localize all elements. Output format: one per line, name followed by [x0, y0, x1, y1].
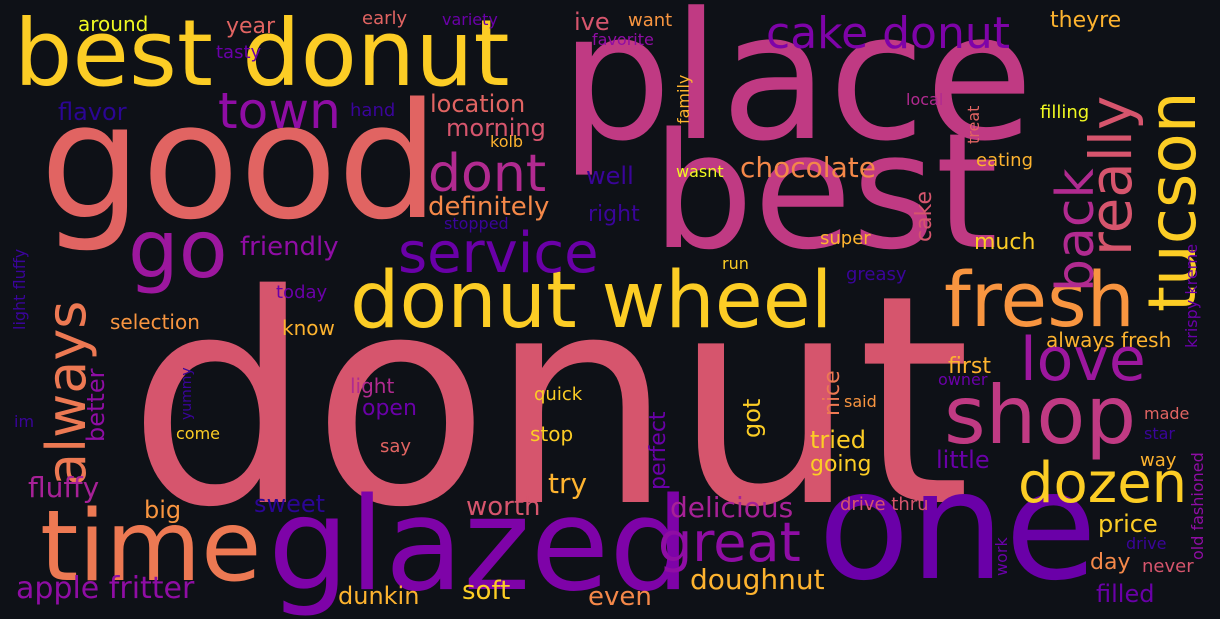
word-owner: owner [938, 370, 988, 389]
word-morning: morning [446, 114, 546, 142]
word-always-fresh: always fresh [1046, 328, 1172, 352]
word-made: made [1144, 404, 1190, 423]
word-best-donut: best donut [14, 0, 510, 107]
word-little: little [936, 446, 990, 474]
word-fluffy: fluffy [28, 471, 100, 504]
word-donut: donut [128, 234, 971, 571]
word-back: back [1046, 168, 1106, 292]
word-first: first [948, 354, 991, 379]
word-going: going [810, 452, 872, 477]
word-tasty: tasty [216, 42, 262, 63]
word-know: know [282, 316, 335, 340]
word-service: service [398, 221, 599, 286]
word-never: never [1142, 556, 1194, 577]
word-flavor: flavor [58, 98, 127, 126]
word-drive-thru: drive thru [840, 494, 929, 515]
word-nice: nice [820, 370, 845, 416]
word-come: come [176, 424, 221, 443]
word-soft: soft [462, 576, 511, 606]
word-super: super [820, 228, 871, 249]
word-price: price [1098, 510, 1158, 538]
word-one: one [818, 440, 1098, 614]
word-worth: worth [466, 492, 541, 522]
word-local: local [906, 90, 944, 109]
word-donut-wheel: donut wheel [350, 256, 833, 346]
word-go: go [128, 203, 228, 296]
word-today: today [276, 282, 328, 303]
word-time: time [40, 490, 262, 604]
word-better: better [82, 368, 110, 442]
word-great: great [658, 511, 801, 574]
word-wasnt: wasnt [676, 162, 724, 181]
word-greasy: greasy [846, 264, 907, 285]
word-family: family [674, 74, 693, 124]
word-fresh: fresh [944, 255, 1135, 344]
word-dont: dont [428, 144, 547, 204]
word-well: well [586, 162, 634, 190]
word-way: way [1140, 450, 1177, 471]
word-favorite: favorite [592, 30, 654, 49]
word-around: around [78, 12, 149, 36]
word-much: much [974, 230, 1036, 255]
word-place: place [560, 0, 1034, 180]
word-love: love [1020, 325, 1146, 395]
word-definitely: definitely [428, 192, 550, 222]
word-year: year [226, 14, 276, 39]
word-quick: quick [534, 384, 583, 405]
word-early: early [362, 8, 408, 29]
word-big: big [144, 496, 182, 524]
word-old-fashioned: old fashioned [1188, 452, 1207, 560]
word-best: best [652, 98, 999, 285]
word-im: im [14, 412, 35, 431]
word-tried: tried [810, 426, 866, 454]
word-dunkin: dunkin [338, 582, 420, 610]
word-sweet: sweet [254, 490, 326, 518]
word-try: try [548, 467, 588, 500]
word-glazed: glazed [268, 471, 691, 619]
word-apple-fritter: apple fritter [16, 571, 195, 606]
word-want: want [628, 10, 673, 31]
word-said: said [844, 392, 877, 411]
word-even: even [588, 582, 652, 612]
word-theyre: theyre [1050, 8, 1122, 33]
word-selection: selection [110, 310, 200, 334]
word-got: got [738, 398, 766, 438]
word-good: good [40, 68, 439, 255]
word-stopped: stopped [444, 214, 509, 233]
word-say: say [380, 436, 412, 457]
word-doughnut: doughnut [690, 563, 825, 596]
word-filling: filling [1040, 102, 1090, 123]
word-perfect: perfect [646, 411, 671, 490]
word-filled: filled [1096, 580, 1155, 608]
word-drive: drive [1126, 534, 1167, 553]
word-variety: variety [442, 10, 498, 29]
word-shop: shop [944, 369, 1137, 462]
word-dozen: dozen [1018, 451, 1188, 516]
word-ive: ive [574, 8, 610, 36]
word-yummy: yummy [179, 367, 195, 420]
word-cake-donut: cake donut [766, 8, 1010, 59]
word-hand: hand [350, 100, 396, 121]
word-cake: cake [912, 190, 937, 242]
word-krispy-kreme: krispy kreme [1182, 243, 1201, 348]
word-kolb: kolb [490, 132, 524, 151]
word-work: work [992, 537, 1011, 576]
word-eating: eating [976, 150, 1033, 171]
word-open: open [362, 396, 417, 421]
word-location: location [430, 90, 526, 118]
word-star: star [1144, 424, 1175, 443]
word-right: right [588, 202, 640, 227]
word-run: run [722, 254, 749, 273]
word-treat: treat [964, 105, 983, 144]
word-day: day [1090, 550, 1131, 575]
word-chocolate: chocolate [740, 151, 876, 184]
word-friendly: friendly [240, 232, 339, 262]
word-light-fluffy: light fluffy [10, 248, 29, 330]
word-light: light [350, 374, 395, 398]
word-delicious: delicious [670, 491, 794, 524]
word-stop: stop [530, 422, 574, 446]
word-town: town [218, 82, 341, 140]
